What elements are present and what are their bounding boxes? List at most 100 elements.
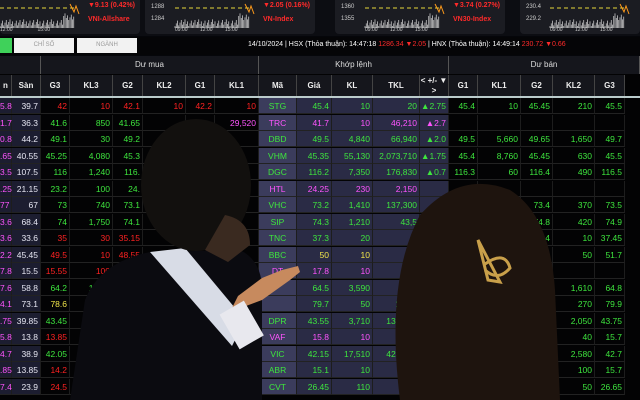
column-header[interactable]: Mã — [259, 75, 297, 96]
table-cell: 73.1 — [12, 296, 41, 312]
table-cell: 10 — [553, 230, 595, 246]
table-cell: 20 — [373, 98, 420, 114]
table-cell: 60 — [478, 164, 521, 180]
index-time-label: 09:00 — [365, 27, 378, 33]
group-header-ref — [0, 56, 41, 74]
column-header[interactable]: KL1 — [215, 75, 259, 96]
column-header[interactable]: KL3 — [70, 75, 113, 96]
table-cell: 1,650 — [553, 131, 595, 147]
table-cell — [420, 180, 449, 197]
table-cell: 13.85 — [12, 362, 41, 378]
ticker-cell[interactable]: DPR — [259, 312, 297, 329]
table-cell: 630 — [553, 147, 595, 164]
table-cell: 15.5 — [12, 263, 41, 279]
ticker-cell[interactable]: VAF — [259, 329, 297, 345]
column-header[interactable]: G3 — [41, 75, 70, 96]
index-name: VNI-Allshare — [88, 16, 130, 23]
header-divider — [0, 96, 640, 98]
table-cell: 78.6 — [41, 296, 70, 312]
ticker-cell[interactable]: SIP — [259, 213, 297, 230]
table-cell: 7.4 — [0, 378, 12, 395]
table-cell: 1,240 — [70, 164, 113, 180]
table-cell: 45.3 — [113, 147, 143, 164]
table-cell: 42 — [41, 98, 70, 114]
table-cell: 15.7 — [595, 362, 625, 378]
ticker-cell[interactable]: CVT — [259, 378, 297, 395]
ticker-cell[interactable]: DBD — [259, 131, 297, 147]
ticker-cell[interactable]: BBC — [259, 246, 297, 263]
ticker-cell[interactable]: TRC — [259, 114, 297, 131]
column-header[interactable]: G1 — [449, 75, 478, 96]
tab-nganh[interactable]: NGÀNH — [77, 38, 137, 53]
ticker-cell[interactable]: TNC — [259, 230, 297, 246]
table-cell: 41.7 — [297, 114, 332, 131]
index-panel[interactable]: ▼3.74 (0.27%) VN30-Index 1360 1355 09:00 12:0… — [335, 0, 505, 34]
column-header[interactable]: G3 — [595, 75, 625, 96]
column-header[interactable]: < +/- ▼ > — [420, 75, 449, 96]
index-time-label: 15:00 — [415, 27, 428, 33]
table-cell: 5,660 — [478, 131, 521, 147]
ticker-cell[interactable]: ABR — [259, 362, 297, 378]
table-cell: 41.65 — [113, 114, 143, 131]
ticker-cell[interactable]: HTL — [259, 180, 297, 197]
ticker-cell[interactable]: DGC — [259, 164, 297, 180]
table-cell: 74 — [41, 213, 70, 230]
table-cell: 10 — [478, 98, 521, 114]
table-cell: 49.65 — [521, 131, 553, 147]
ticker-cell[interactable]: STG — [259, 98, 297, 114]
table-cell: 10 — [332, 246, 373, 263]
status-hnx: | HNX (Thỏa thuận): 14:49:14 — [428, 41, 520, 48]
table-cell: 4,840 — [332, 131, 373, 147]
table-cell: 3,710 — [332, 312, 373, 329]
table-cell: 66,940 — [373, 131, 420, 147]
ticker-cell[interactable] — [259, 296, 297, 312]
index-y-label: 1288 — [151, 4, 165, 10]
index-panel[interactable]: 230.4 229.2 09:00 12:00 15:00 — [520, 0, 640, 34]
index-panel[interactable]: ▼9.13 (0.42%) VNI-Allshare 12:00 15:00 — [0, 0, 140, 34]
column-header[interactable]: G2 — [521, 75, 553, 96]
table-cell: 42.7 — [595, 345, 625, 362]
column-header[interactable]: TKL — [373, 75, 420, 96]
ticker-cell[interactable]: VHM — [259, 147, 297, 164]
column-header[interactable]: KL2 — [143, 75, 186, 96]
table-cell: 26.65 — [595, 378, 625, 395]
table-cell: 74.9 — [595, 213, 625, 230]
index-time-label: 15:00 — [600, 27, 613, 33]
table-cell: 74.1 — [113, 213, 143, 230]
ticker-cell[interactable]: VIC — [259, 345, 297, 362]
index-sparkline — [174, 3, 255, 28]
table-cell: 2,073,710 — [373, 147, 420, 164]
index-time-label: 12:00 — [200, 27, 213, 33]
table-cell: 10 — [143, 98, 186, 114]
index-y-label: 1355 — [341, 16, 355, 22]
ticker-cell[interactable]: VHC — [259, 197, 297, 213]
table-cell: 68.4 — [12, 213, 41, 230]
table-cell: 7,350 — [332, 164, 373, 180]
table-cell: 30 — [70, 131, 113, 147]
index-panel[interactable]: ▼2.05 (0.16%) VN-Index 1288 1284 09:00 12:00 1… — [145, 0, 315, 34]
column-header[interactable]: KL — [332, 75, 373, 96]
column-header[interactable]: n — [0, 75, 12, 96]
table-cell: 116.2 — [297, 164, 332, 180]
column-header[interactable]: KL2 — [553, 75, 595, 96]
column-header[interactable]: G1 — [186, 75, 215, 96]
column-header[interactable]: G2 — [113, 75, 143, 96]
column-header[interactable]: Sàn — [12, 75, 41, 96]
column-header[interactable]: Giá — [297, 75, 332, 96]
table-cell — [595, 180, 625, 197]
tab-chi-so[interactable]: CHỈ SỐ — [14, 38, 74, 53]
table-cell: 79.9 — [595, 296, 625, 312]
table-cell: 110 — [332, 378, 373, 395]
table-cell: 100 — [70, 180, 113, 197]
table-cell: 37.3 — [297, 230, 332, 246]
table-cell: 45.25 — [41, 147, 70, 164]
column-header[interactable]: KL1 — [478, 75, 521, 96]
table-cell: 73.5 — [595, 197, 625, 213]
table-cell: 740 — [70, 197, 113, 213]
table-cell — [595, 114, 625, 131]
table-cell: 1,210 — [332, 213, 373, 230]
table-cell: 490 — [553, 164, 595, 180]
table-cell: 10 — [70, 98, 113, 114]
table-cell: 3.6 — [0, 230, 12, 246]
table-cell: 46,210 — [373, 114, 420, 131]
